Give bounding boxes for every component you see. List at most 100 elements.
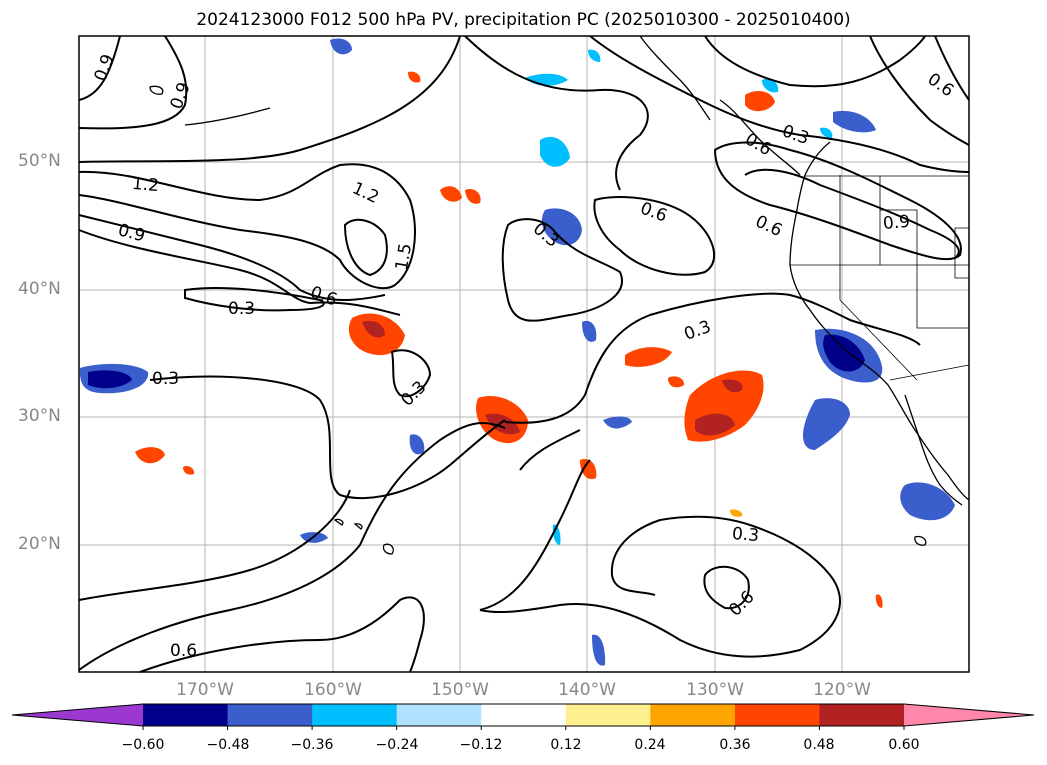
pv-contour-line	[479, 459, 591, 611]
colorbar-extend-min	[12, 704, 143, 726]
contour-label: 0.3	[228, 299, 255, 319]
coastline	[914, 535, 927, 546]
coastline	[719, 99, 801, 176]
pv-contour-line	[713, 141, 962, 261]
precip-patch	[330, 38, 352, 55]
precip-patch	[582, 320, 597, 342]
precip-patch	[408, 71, 421, 83]
colorbar-cell	[143, 704, 229, 726]
colorbar-cell	[819, 704, 905, 726]
political-borders	[790, 175, 970, 381]
precip-patch	[540, 136, 570, 167]
precip-patch	[730, 509, 743, 517]
pv-contour-line	[934, 35, 970, 101]
coastline	[149, 85, 164, 95]
precip-patch	[820, 127, 833, 138]
pv-contour-line	[78, 229, 401, 316]
coastlines	[149, 35, 970, 555]
pv-contour-line	[390, 349, 432, 398]
lon-label-140w: 140°W	[558, 680, 616, 700]
precip-patch	[362, 320, 385, 338]
pv-contour-line	[703, 565, 750, 610]
border-line	[839, 265, 918, 381]
precip-patch	[183, 465, 195, 475]
contour-label: 0.6	[170, 641, 197, 661]
pv-contour-line	[78, 214, 386, 301]
lon-label-150w: 150°W	[431, 680, 489, 700]
colorbar-cell	[481, 704, 567, 726]
precip-patch	[603, 416, 632, 429]
pv-contour-line	[78, 489, 351, 601]
coastline	[904, 394, 963, 506]
pv-contour-line	[78, 35, 461, 163]
colorbar-tick-label: −0.24	[375, 737, 419, 753]
pv-contour-line	[869, 35, 970, 146]
precip-patch	[485, 413, 520, 435]
precip-patch	[135, 447, 165, 464]
colorbar-tick-label: 0.60	[888, 737, 920, 753]
contour-label: 1.5	[392, 242, 416, 272]
precip-patch	[668, 376, 685, 388]
colorbar-tick-label: −0.48	[206, 737, 250, 753]
precip-patch	[88, 370, 132, 389]
pv-contour-line	[504, 292, 921, 424]
border-line	[889, 364, 970, 381]
colorbar-cell	[565, 704, 651, 726]
colorbar-cell	[396, 704, 482, 726]
colorbar-tick-label: −0.12	[459, 737, 503, 753]
lat-label-50n: 50°N	[18, 151, 61, 171]
coastline	[789, 141, 831, 266]
coastline	[639, 35, 711, 121]
precip-patch	[409, 434, 425, 455]
pv-contour-line	[78, 35, 121, 101]
precip-patch	[745, 90, 775, 112]
map-frame	[78, 35, 970, 673]
precip-patch	[440, 186, 462, 202]
precip-patch	[875, 594, 883, 608]
colorbar-cell	[227, 704, 313, 726]
lon-label-130w: 130°W	[686, 680, 744, 700]
precip-patch	[625, 347, 672, 367]
precip-patch	[762, 78, 779, 93]
colorbar-cell	[650, 704, 736, 726]
map-plot: 0.9 0.9 0.6 0.3 0.6 1.2 1.2 0.9 1.5 0.3 …	[78, 35, 970, 673]
pv-contour-line	[78, 163, 416, 290]
graticule	[79, 36, 969, 672]
colorbar-tick-label: 0.24	[634, 737, 666, 753]
pv-contour-line	[78, 35, 188, 130]
colorbar-tick-label: −0.36	[290, 737, 334, 753]
colorbar-tick-label: 0.48	[803, 737, 835, 753]
lon-label-160w: 160°W	[304, 680, 362, 700]
pv-contour-line	[589, 35, 970, 173]
colorbar-extend-max	[904, 704, 1034, 726]
precip-patch	[722, 379, 743, 393]
colorbar-tick-label: 0.36	[719, 737, 751, 753]
pv-contour-line	[78, 422, 506, 671]
coastline	[382, 543, 394, 555]
map-title: 2024123000 F012 500 hPa PV, precipitatio…	[196, 10, 851, 30]
pv-contour-line	[704, 35, 926, 88]
coastline	[184, 107, 271, 126]
precip-patch	[900, 482, 955, 521]
lat-label-40n: 40°N	[18, 279, 61, 299]
border-line	[880, 209, 918, 265]
precip-patch	[592, 634, 606, 666]
colorbar-tick-label: 0.12	[550, 737, 582, 753]
contour-label: 0.9	[882, 212, 911, 234]
pv-contour-line	[593, 196, 716, 276]
contour-label: 0.3	[152, 369, 179, 389]
pv-contour-line	[139, 596, 425, 673]
coastline	[353, 523, 363, 530]
coastline	[789, 264, 970, 501]
contour-label: 0.3	[731, 524, 760, 546]
colorbar-tick-label: −0.60	[121, 737, 165, 753]
coastline	[333, 518, 344, 526]
precip-patch	[823, 334, 865, 372]
pv-contour-line	[149, 375, 506, 500]
colorbar-outline	[11, 703, 1035, 727]
pv-contour-line	[479, 515, 841, 658]
pv-contour-line	[184, 287, 325, 312]
precip-patch	[833, 110, 876, 133]
lon-label-120w: 120°W	[813, 680, 871, 700]
pv-contours	[78, 35, 970, 673]
